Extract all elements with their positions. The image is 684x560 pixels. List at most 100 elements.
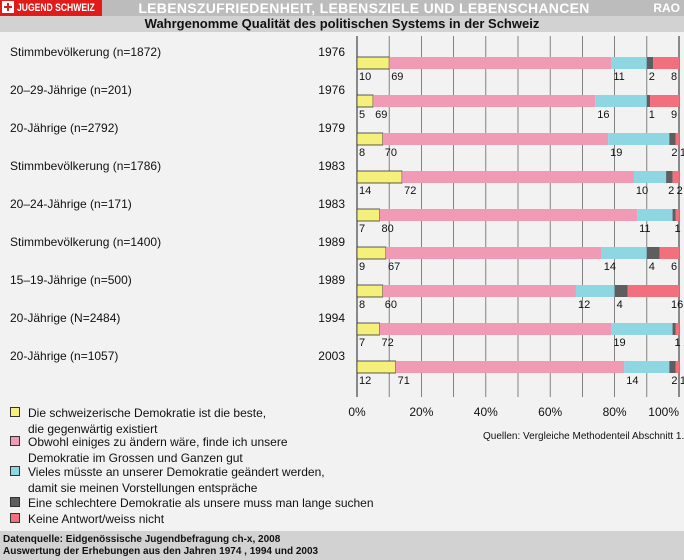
bar-segment <box>356 360 397 374</box>
data-label: 16 <box>597 109 609 121</box>
legend-swatch <box>10 513 20 523</box>
legend-swatch <box>10 436 20 446</box>
bar-segment <box>373 95 596 107</box>
data-label: 4 <box>617 299 623 311</box>
row-year-label: 1976 <box>318 83 345 97</box>
data-label: 60 <box>385 299 397 311</box>
bar-segment <box>627 285 679 297</box>
logo-text: JUGEND SCHWEIZ <box>17 2 95 14</box>
legend-swatch <box>10 497 20 507</box>
bar-segment <box>356 246 387 260</box>
bar-segment <box>385 247 602 259</box>
row-year-label: 1989 <box>318 273 345 287</box>
bar-segment <box>646 247 660 259</box>
data-label: 14 <box>604 261 616 273</box>
data-label: 12 <box>578 299 590 311</box>
data-label: 1 <box>675 337 681 349</box>
data-label: 10 <box>636 185 648 197</box>
row-year-label: 1976 <box>318 45 345 59</box>
data-label: 14 <box>359 185 371 197</box>
bar-segment <box>608 133 670 145</box>
legend-label-line: damit sie meinen Vorstellungen entspräch… <box>28 481 258 495</box>
data-label: 4 <box>649 261 655 273</box>
x-tick-label: 20% <box>409 405 433 419</box>
row-year-label: 1983 <box>318 197 345 211</box>
rao-badge: RAO <box>653 1 680 15</box>
jugend-schweiz-logo: JUGEND SCHWEIZ <box>0 0 102 16</box>
data-label: 19 <box>610 147 622 159</box>
swiss-cross-icon <box>2 1 14 13</box>
bar-segment <box>669 361 676 373</box>
footer-line-2: Auswertung der Erhebungen aus den Jahren… <box>3 546 319 557</box>
bar-segment <box>672 171 679 183</box>
row-year-label: 2003 <box>318 349 345 363</box>
row-year-label: 1983 <box>318 159 345 173</box>
data-label: 19 <box>613 337 625 349</box>
bar-segment <box>356 94 374 108</box>
row-category-label: Stimmbevölkerung (n=1786) <box>10 159 161 173</box>
data-label: 11 <box>639 223 650 235</box>
legend-label-line: Keine Antwort/weiss nicht <box>28 512 165 526</box>
x-tick-label: 100% <box>648 405 679 419</box>
data-label: 5 <box>359 109 365 121</box>
legend-label-line: Die schweizerische Demokratie ist die be… <box>28 406 267 420</box>
data-label: 72 <box>382 337 394 349</box>
legend-label: Die schweizerische Demokratie ist die be… <box>28 405 266 437</box>
bar-segment <box>379 209 638 221</box>
bar-segment <box>646 57 654 69</box>
chart-subtitle: Wahrgenomme Qualität des politischen Sys… <box>0 16 684 32</box>
row-category-label: Stimmbevölkerung (n=1872) <box>10 45 161 59</box>
bar-segment <box>395 361 625 373</box>
data-label: 10 <box>359 71 371 83</box>
data-label: 69 <box>375 109 387 121</box>
bar-segment <box>675 323 679 335</box>
bar-segment <box>646 95 651 107</box>
bar-segment <box>653 57 679 69</box>
data-label: 69 <box>391 71 403 83</box>
bar-segment <box>624 361 670 373</box>
data-label: 8 <box>359 299 365 311</box>
data-label: 1 <box>675 223 681 235</box>
data-label: 2 <box>677 185 683 197</box>
source-note: Quellen: Vergleiche Methodenteil Abschni… <box>483 431 684 442</box>
data-label: 2 <box>649 71 655 83</box>
legend-label: Obwohl einiges zu ändern wäre, finde ich… <box>28 434 288 466</box>
bar-segment <box>575 285 615 297</box>
bar-segment <box>675 361 679 373</box>
legend-label-line: die gegenwärtig existiert <box>28 422 158 436</box>
data-label: 8 <box>359 147 365 159</box>
data-label: 72 <box>404 185 416 197</box>
data-label: 1 <box>680 375 684 387</box>
bar-segment <box>659 247 679 259</box>
row-year-label: 1979 <box>318 121 345 135</box>
bar-segment <box>666 171 673 183</box>
data-label: 8 <box>671 71 677 83</box>
legend-swatch <box>10 466 20 476</box>
bar-segment <box>675 209 679 221</box>
data-label: 2 <box>668 185 674 197</box>
x-tick-label: 60% <box>538 405 562 419</box>
page-title: LEBENSZUFRIEDENHEIT, LEBENSZIELE UND LEB… <box>138 0 590 16</box>
data-label: 14 <box>626 375 638 387</box>
data-label: 9 <box>359 261 365 273</box>
bar-segment <box>356 322 380 336</box>
bar-segment <box>633 171 667 183</box>
bar-segment <box>637 209 673 221</box>
x-tick-label: 0% <box>348 405 366 419</box>
bar-segment <box>356 208 380 222</box>
bar-segment <box>379 323 612 335</box>
data-label: 1 <box>680 147 684 159</box>
bar-segment <box>611 57 647 69</box>
row-category-label: 20-Jährige (n=2792) <box>10 121 118 135</box>
data-label: 2 <box>671 375 677 387</box>
legend-label-line: Obwohl einiges zu ändern wäre, finde ich… <box>28 435 288 449</box>
bar-segment <box>672 323 676 335</box>
row-category-label: 15–19-Jährige (n=500) <box>10 273 132 287</box>
bar-segment <box>356 132 384 146</box>
bar-segment <box>614 285 628 297</box>
row-category-label: 20–24-Jährige (n=171) <box>10 197 132 211</box>
row-category-label: Stimmbevölkerung (n=1400) <box>10 235 161 249</box>
data-label: 80 <box>382 223 394 235</box>
bar-segment <box>650 95 679 107</box>
